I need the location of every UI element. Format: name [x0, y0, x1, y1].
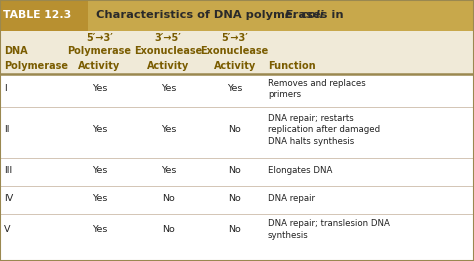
Text: DNA repair; restarts
replication after damaged
DNA halts synthesis: DNA repair; restarts replication after d…	[268, 114, 380, 146]
Text: Polymerase: Polymerase	[67, 46, 132, 56]
Text: Elongates DNA: Elongates DNA	[268, 166, 332, 175]
Text: Exonuclease: Exonuclease	[201, 46, 269, 56]
Text: No: No	[228, 126, 241, 134]
Text: IV: IV	[4, 194, 13, 203]
Text: Yes: Yes	[92, 225, 107, 234]
Text: No: No	[228, 194, 241, 203]
Text: DNA repair; translesion DNA
synthesis: DNA repair; translesion DNA synthesis	[268, 219, 390, 240]
Text: 5′→3′: 5′→3′	[86, 33, 113, 43]
Text: Exonuclease: Exonuclease	[134, 46, 202, 56]
Text: TABLE 12.3: TABLE 12.3	[3, 10, 71, 20]
Bar	[0, 0, 88, 31]
Text: No: No	[228, 166, 241, 175]
Text: Activity: Activity	[213, 61, 256, 71]
Text: Activity: Activity	[147, 61, 190, 71]
Text: DNA: DNA	[4, 46, 27, 56]
Text: DNA repair: DNA repair	[268, 194, 315, 203]
Text: V: V	[4, 225, 10, 234]
Text: II: II	[4, 126, 9, 134]
Text: Polymerase: Polymerase	[4, 61, 68, 71]
Text: Activity: Activity	[78, 61, 121, 71]
Text: Removes and replaces
primers: Removes and replaces primers	[268, 79, 365, 99]
Text: E. coli: E. coli	[285, 10, 323, 20]
Text: No: No	[228, 225, 241, 234]
Text: 3′→5′: 3′→5′	[155, 33, 182, 43]
Text: Yes: Yes	[161, 84, 176, 93]
Text: No: No	[162, 194, 174, 203]
Text: 5′→3′: 5′→3′	[221, 33, 248, 43]
Text: Function: Function	[268, 61, 315, 71]
Text: Yes: Yes	[92, 194, 107, 203]
Text: I: I	[4, 84, 7, 93]
Text: III: III	[4, 166, 12, 175]
Text: Yes: Yes	[92, 166, 107, 175]
Bar	[0, 31, 474, 74]
Text: No: No	[162, 225, 174, 234]
Text: Yes: Yes	[227, 84, 242, 93]
Text: Characteristics of DNA polymerases in: Characteristics of DNA polymerases in	[96, 10, 348, 20]
Text: Yes: Yes	[161, 126, 176, 134]
Bar	[0, 0, 474, 31]
Text: Yes: Yes	[92, 126, 107, 134]
Text: Yes: Yes	[161, 166, 176, 175]
Text: Yes: Yes	[92, 84, 107, 93]
